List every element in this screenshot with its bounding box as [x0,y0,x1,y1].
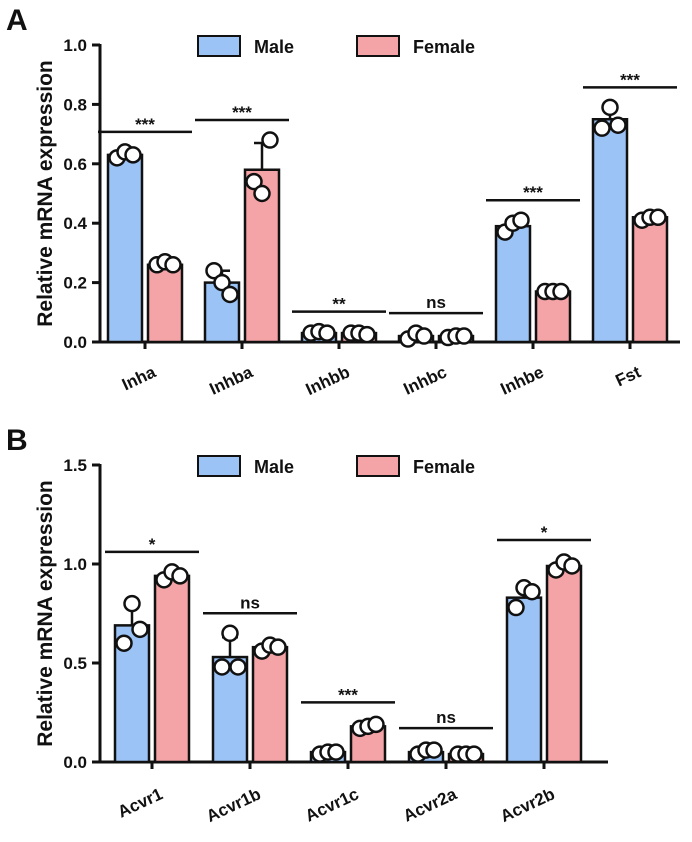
panel-a-y-tick-label: 0.2 [63,274,87,293]
panel-b-point-male-acvr2b [507,598,525,617]
panel-b-y-tick-label: 0.5 [63,654,87,673]
panel-a-point-male-fst [601,98,619,117]
panel-b-point-male-acvr1b [221,624,239,643]
panel-a-significance-label-inhbc: ns [426,293,446,312]
panel-b-y-axis-label: Relative mRNA expression [34,480,57,747]
panel-a-point-female-inhbe [552,282,570,301]
panel-b-point-male-acvr1b [213,658,231,676]
panel-b-point-male-acvr1 [123,594,141,613]
panel-a-point-male-inhbe [512,211,530,229]
panel-b-category-label-acvr1b: Acvr1b [203,784,263,826]
panel-b-bar-female-acvr1b [251,645,289,764]
panel-a-significance-label-inhbb: ** [332,295,346,314]
panel-b-bar-female-acvr1 [153,574,191,764]
panel-a-significance-label-inhba: *** [232,103,252,122]
panel-b-point-female-acvr1c [367,715,385,734]
panel-b-y-tick-label: 1.0 [63,555,87,574]
panel-b-point-male-acvr1c [327,743,345,761]
panel-b-category-label-acvr2a: Acvr2a [400,784,460,825]
panel-a-significance-label-fst: *** [620,70,640,89]
panel-b-bar-male-acvr2b [505,596,543,764]
panel-a-bar-male-inha [106,153,144,344]
panel-a-point-female-inha [164,256,182,274]
panel-b-point-female-acvr2a [465,745,483,763]
panel-b-legend-swatch-male [197,455,241,477]
panel-a-legend-swatch-male [197,35,241,57]
panel-a-point-female-inhba [245,172,263,191]
panel-a-category-label-inha: Inha [119,362,159,394]
panel-a-point-female-inhba [261,131,279,149]
panel-b-significance-label-acvr1: * [149,535,156,554]
panel-b-point-male-acvr1 [115,634,133,652]
panel-b-letter: B [6,424,28,457]
panel-a-point-male-inhba [205,261,223,280]
panel-a-category-label-inhbb: Inhbb [303,362,353,399]
panel-a-bar-male-inhbe [494,224,532,344]
panel-a-legend-label-female: Female [413,37,475,57]
panel-a-category-label-fst: Fst [613,362,644,390]
panel-b-legend-swatch-female [356,455,400,477]
panel-b-point-male-acvr2a [425,741,443,759]
panel-a-y-tick-label: 0.8 [63,95,87,114]
panel-b-significance-label-acvr1c: *** [338,685,358,704]
panel-b-significance-label-acvr2b: * [541,523,548,542]
panel-a-y-tick-label: 0.0 [63,333,87,352]
panel-a-point-female-fst [649,208,667,227]
panel-b-point-male-acvr2b [523,582,541,601]
panel-b-y-tick-label: 1.5 [63,456,87,475]
panel-b-point-female-acvr1b [269,638,287,656]
panel-b-point-female-acvr2b [563,557,581,575]
panel-b-legend-label-male: Male [254,457,294,477]
panel-a-point-female-inhbb [358,325,376,344]
panel-a-point-female-inhba [253,184,271,203]
panel-b-significance-label-acvr2a: ns [436,708,456,727]
panel-a-point-male-inha [124,146,142,164]
panel-b-point-female-acvr1 [171,567,189,585]
panel-a-category-label-inhbe: Inhbe [498,362,547,398]
panel-a-category-label-inhba: Inhba [207,362,257,399]
panel-a-y-tick-label: 0.6 [63,155,87,174]
panel-b-significance-label-acvr1b: ns [240,593,260,612]
panel-a-y-tick-label: 0.4 [63,214,87,233]
panel-b-category-label-acvr1c: Acvr1c [302,784,361,825]
panel-a-significance-label-inha: *** [135,115,155,134]
panel-a-y-tick-label: 1.0 [63,36,87,55]
panel-a-letter: A [6,4,28,37]
panel-b-legend-label-female: Female [413,457,475,477]
panel-a-point-male-inhba [221,285,239,304]
panel-b-point-male-acvr1b [229,658,247,676]
panel-b-y-tick-label: 0.0 [63,753,87,772]
panel-b-bar-female-acvr2b [545,564,583,764]
panel-a-bar-female-inha [146,263,184,344]
panel-b-category-label-acvr2b: Acvr2b [497,784,557,826]
panel-a-point-male-fst [593,119,611,137]
panel-a-point-female-inhbc [455,327,473,345]
panel-a-point-male-inhba [213,273,231,292]
panel-a-legend-swatch-female [356,35,400,57]
panel-b-point-male-acvr1 [131,620,149,639]
panel-a-bar-male-fst [591,118,629,344]
panel-a-legend-label-male: Male [254,37,294,57]
panel-a-y-axis-label: Relative mRNA expression [34,60,57,327]
panel-a-category-label-inhbc: Inhbc [401,362,450,398]
panel-b-category-label-acvr1: Acvr1 [115,784,166,821]
panel-a-bar-female-fst [631,216,669,344]
panel-a-point-male-fst [609,116,627,134]
panel-a-significance-label-inhbe: *** [523,183,543,202]
panel-a-point-male-inhbb [318,324,336,342]
panel-a-point-male-inhbc [415,327,433,345]
